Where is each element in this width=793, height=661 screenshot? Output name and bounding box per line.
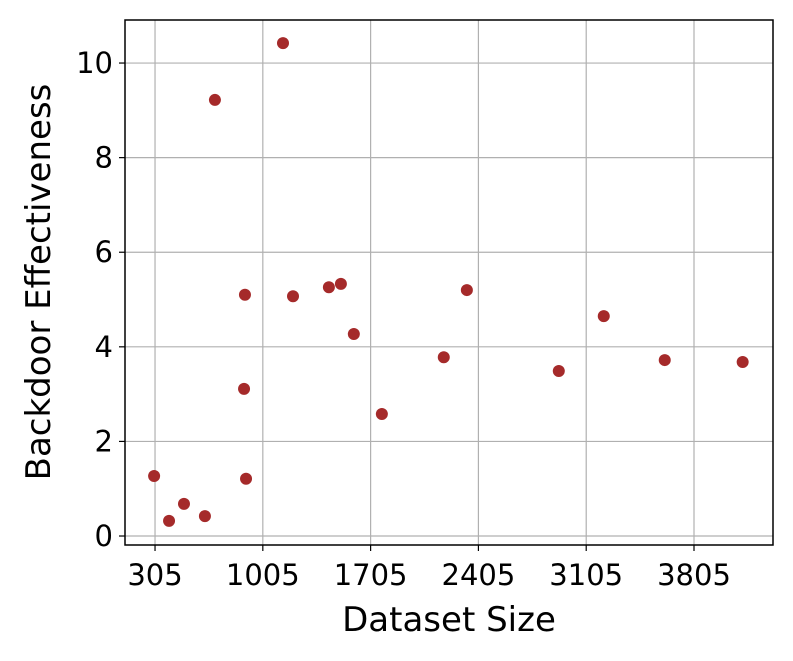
x-axis-label: Dataset Size <box>342 600 556 640</box>
x-tick-label: 3805 <box>657 558 731 592</box>
point <box>177 497 190 510</box>
point <box>163 514 176 527</box>
point <box>334 277 347 290</box>
point <box>597 310 610 323</box>
point <box>240 472 253 485</box>
point <box>658 354 671 367</box>
x-tick-label: 2405 <box>442 558 516 592</box>
point <box>198 510 211 523</box>
point <box>460 284 473 297</box>
y-tick-label: 8 <box>95 141 113 175</box>
point <box>552 364 565 377</box>
point <box>238 288 251 301</box>
y-axis-label: Backdoor Effectiveness <box>19 84 59 481</box>
point <box>148 469 161 482</box>
point <box>375 407 388 420</box>
x-tick-label: 1005 <box>226 558 300 592</box>
point <box>437 351 450 364</box>
y-tick-label: 0 <box>95 519 113 553</box>
y-tick-label: 10 <box>76 46 113 80</box>
x-tick-label: 3105 <box>549 558 623 592</box>
y-tick-label: 6 <box>95 235 113 269</box>
point <box>322 281 335 294</box>
point <box>736 355 749 368</box>
point <box>238 382 251 395</box>
point <box>276 37 289 50</box>
y-tick-label: 2 <box>95 424 113 458</box>
y-tick-label: 4 <box>95 330 113 364</box>
point <box>347 328 360 341</box>
point <box>208 93 221 106</box>
x-tick-label: 1705 <box>334 558 408 592</box>
point <box>287 290 300 303</box>
x-tick-label: 305 <box>127 558 182 592</box>
plot-frame <box>124 19 774 546</box>
